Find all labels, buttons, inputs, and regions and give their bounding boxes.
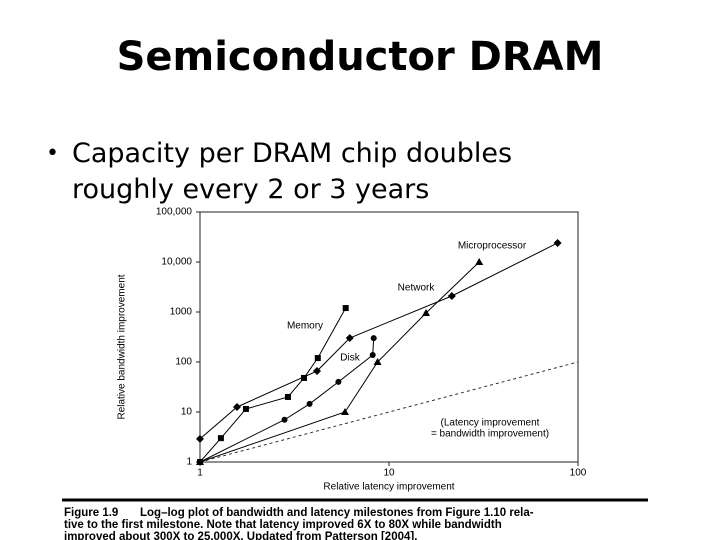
x-axis-label: Relative latency improvement [323,482,454,493]
y-tick-label: 100,000 [156,207,193,218]
caption-line: tive to the first milestone. Note that l… [64,519,502,531]
x-tick-label: 10 [383,468,395,479]
y-tick-label: 1000 [170,307,193,318]
bullet-text: roughly every 2 or 3 years [72,174,429,205]
point [447,291,456,300]
point [196,434,204,443]
slide-title: Semiconductor DRAM [117,34,604,80]
y-tick-label: 1 [186,457,192,468]
point [342,305,349,312]
y-tick-label: 100 [175,357,192,368]
y-tick-label: 10 [181,407,193,418]
point [300,374,307,381]
point [340,408,349,415]
x-tick-label: 100 [570,468,587,479]
point [313,367,322,376]
bullet-dot: • [46,141,59,166]
point [369,352,376,359]
caption-label: Figure 1.9 [64,507,118,519]
point [284,393,291,400]
x-tick-label: 1 [197,468,203,479]
point [370,335,377,342]
point [553,238,562,247]
point [422,308,431,316]
point [197,459,203,465]
reference-label: = bandwidth improvement) [431,429,549,440]
point [475,258,484,265]
series-line [199,242,558,440]
point [373,358,382,365]
point [242,405,249,412]
series-label: Microprocessor [458,241,527,252]
bullet-text: Capacity per DRAM chip doubles [72,138,512,169]
point [281,416,288,423]
point [314,355,321,362]
caption-line: improved about 300X to 25,000X. Updated … [64,531,417,540]
series-label: Disk [340,353,360,364]
point [233,402,242,411]
point [217,435,224,442]
point [335,378,342,385]
series-label: Network [398,283,436,294]
reference-line [199,361,579,463]
point [345,333,354,342]
point [306,400,313,407]
reference-label: (Latency improvement [441,418,540,429]
y-axis-label: Relative bandwidth improvement [117,274,128,419]
caption-line: Log–log plot of bandwidth and latency mi… [140,507,534,519]
y-tick-label: 10,000 [161,257,192,268]
series-label: Memory [287,321,323,332]
